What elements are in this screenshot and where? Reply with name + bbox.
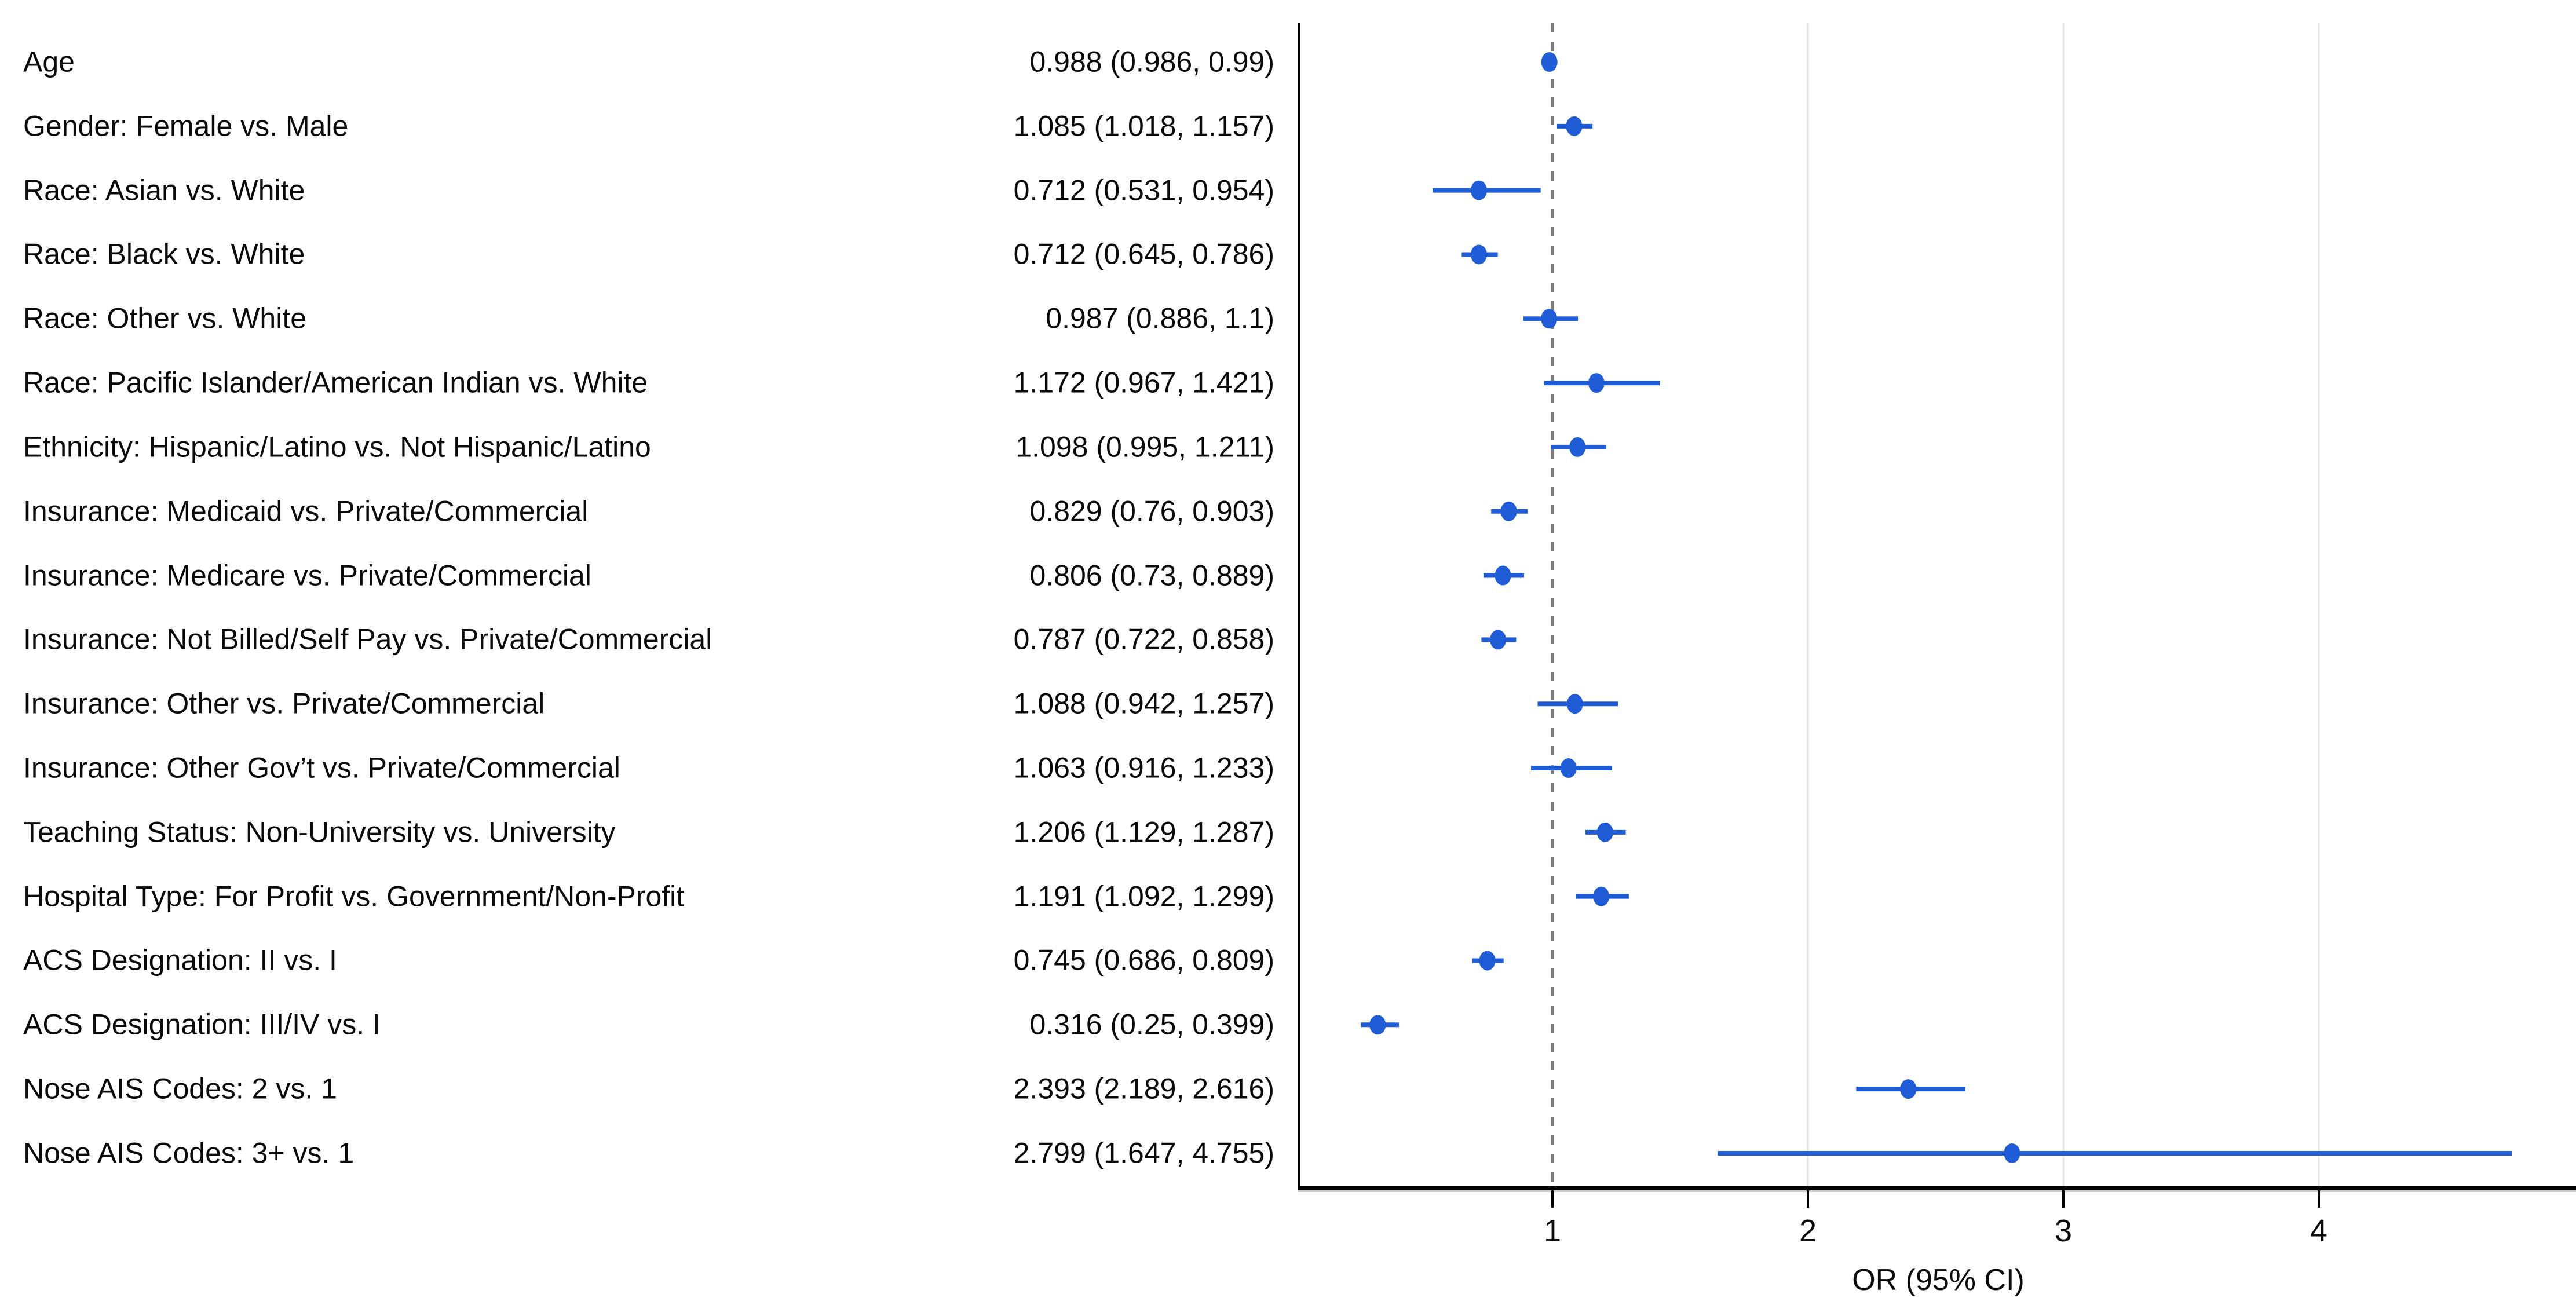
row-value: 0.987 (0.886, 1.1) [1046, 302, 1274, 335]
x-axis-line [1298, 1186, 2576, 1190]
row-value: 1.172 (0.967, 1.421) [1013, 366, 1274, 399]
row-label: Insurance: Not Billed/Self Pay vs. Priva… [23, 623, 712, 656]
row-label: ACS Designation: III/IV vs. I [23, 1008, 381, 1041]
row-value: 0.806 (0.73, 0.889) [1029, 559, 1274, 592]
row-value: 0.712 (0.531, 0.954) [1013, 174, 1274, 207]
row-label: Teaching Status: Non-University vs. Univ… [23, 816, 616, 849]
point-estimate-dot [1588, 373, 1605, 393]
row-label: Race: Black vs. White [23, 237, 305, 270]
x-tick-label: 1 [1543, 1213, 1562, 1248]
point-estimate-dot [1900, 1079, 1917, 1099]
row-label: Race: Other vs. White [23, 302, 307, 335]
x-axis-shadow [1298, 1190, 2576, 1192]
row-label: Insurance: Medicare vs. Private/Commerci… [23, 559, 591, 592]
row-value: 1.063 (0.916, 1.233) [1013, 751, 1274, 784]
row-value: 0.787 (0.722, 0.858) [1013, 623, 1274, 656]
row-value: 1.191 (1.092, 1.299) [1013, 880, 1274, 913]
point-estimate-dot [1593, 886, 1610, 906]
row-label: Insurance: Other Gov’t vs. Private/Comme… [23, 751, 620, 784]
row-value: 0.316 (0.25, 0.399) [1029, 1008, 1274, 1041]
point-estimate-dot [1560, 758, 1577, 778]
row-value: 2.799 (1.647, 4.755) [1013, 1136, 1274, 1169]
point-estimate-dot [1470, 180, 1487, 200]
row-value: 1.088 (0.942, 1.257) [1013, 687, 1274, 720]
point-estimate-dot [1479, 951, 1496, 971]
row-label: Nose AIS Codes: 3+ vs. 1 [23, 1136, 355, 1169]
row-value: 0.988 (0.986, 0.99) [1029, 45, 1274, 78]
point-estimate-dot [1369, 1015, 1386, 1035]
point-estimate-dot [1541, 309, 1558, 329]
point-estimate-dot [1495, 565, 1511, 586]
row-label: Nose AIS Codes: 2 vs. 1 [23, 1072, 337, 1105]
point-estimate-dot [1569, 437, 1586, 457]
point-estimate-dot [1541, 52, 1558, 72]
row-label: ACS Designation: II vs. I [23, 944, 337, 977]
row-value: 2.393 (2.189, 2.616) [1013, 1072, 1274, 1105]
row-label: Race: Asian vs. White [23, 174, 305, 207]
point-estimate-dot [1490, 630, 1507, 650]
row-value: 1.206 (1.129, 1.287) [1013, 816, 1274, 849]
row-value: 1.085 (1.018, 1.157) [1013, 109, 1274, 142]
row-label: Race: Pacific Islander/American Indian v… [23, 366, 648, 399]
row-label: Age [23, 45, 75, 78]
x-tick-label: 4 [2310, 1213, 2328, 1248]
point-estimate-dot [1470, 244, 1487, 265]
row-value: 1.098 (0.995, 1.211) [1015, 430, 1274, 463]
row-value: 0.712 (0.645, 0.786) [1013, 237, 1274, 270]
row-value: 0.829 (0.76, 0.903) [1029, 495, 1274, 528]
x-tick-label: 2 [1799, 1213, 1817, 1248]
point-estimate-dot [1596, 822, 1613, 842]
row-label: Hospital Type: For Profit vs. Government… [23, 880, 685, 913]
point-estimate-dot [1566, 116, 1583, 136]
row-label: Insurance: Medicaid vs. Private/Commerci… [23, 495, 589, 528]
row-value: 0.745 (0.686, 0.809) [1013, 944, 1274, 977]
row-label: Gender: Female vs. Male [23, 109, 349, 142]
point-estimate-dot [1500, 501, 1517, 521]
row-label: Ethnicity: Hispanic/Latino vs. Not Hispa… [23, 430, 651, 463]
x-tick-label: 3 [2054, 1213, 2073, 1248]
x-axis-title: OR (95% CI) [1852, 1263, 2025, 1297]
y-axis-spine [1298, 23, 1300, 1190]
point-estimate-dot [2004, 1143, 2020, 1163]
point-estimate-dot [1566, 694, 1583, 714]
row-label: Insurance: Other vs. Private/Commercial [23, 687, 545, 720]
